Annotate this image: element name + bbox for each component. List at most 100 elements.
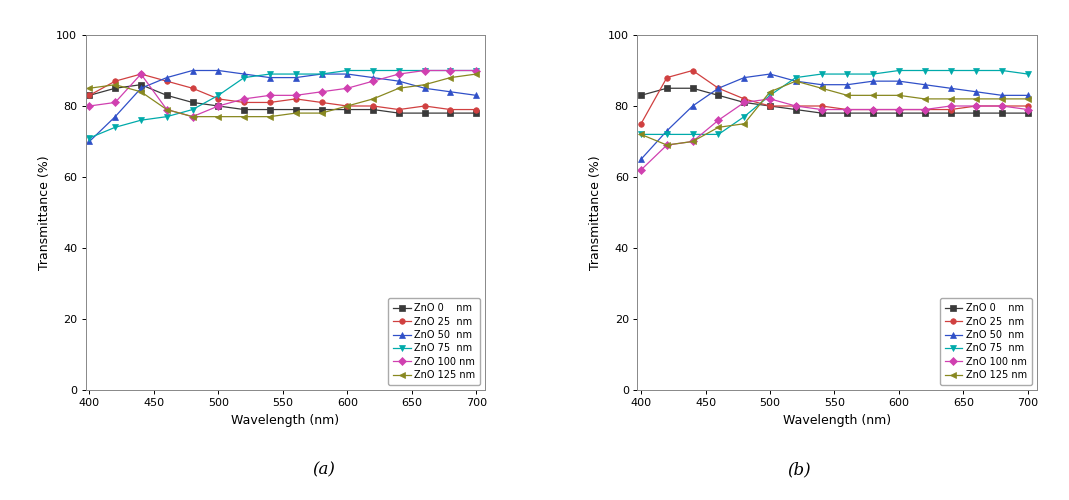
ZnO 50  nm	[686, 103, 699, 109]
ZnO 0    nm	[392, 110, 405, 116]
ZnO 25  nm	[1022, 103, 1035, 109]
ZnO 50  nm	[789, 78, 802, 84]
ZnO 75  nm	[160, 114, 173, 119]
ZnO 50  nm	[341, 71, 354, 77]
ZnO 0    nm	[444, 110, 456, 116]
ZnO 75  nm	[763, 92, 776, 98]
ZnO 50  nm	[83, 138, 96, 144]
ZnO 75  nm	[918, 68, 931, 73]
ZnO 100 nm	[970, 103, 982, 109]
ZnO 125 nm	[367, 96, 379, 102]
ZnO 25  nm	[83, 92, 96, 98]
ZnO 0    nm	[995, 110, 1008, 116]
ZnO 50  nm	[918, 82, 931, 87]
ZnO 75  nm	[444, 68, 456, 73]
ZnO 125 nm	[816, 85, 828, 91]
ZnO 100 nm	[290, 92, 303, 98]
ZnO 125 nm	[841, 92, 854, 98]
ZnO 0    nm	[135, 82, 148, 87]
ZnO 125 nm	[763, 89, 776, 95]
ZnO 125 nm	[712, 124, 725, 130]
ZnO 25  nm	[392, 106, 405, 112]
ZnO 25  nm	[970, 103, 982, 109]
Line: ZnO 50  nm: ZnO 50 nm	[638, 72, 1031, 162]
ZnO 75  nm	[789, 74, 802, 80]
ZnO 75  nm	[995, 68, 1008, 73]
ZnO 25  nm	[635, 120, 648, 126]
ZnO 125 nm	[789, 78, 802, 84]
ZnO 125 nm	[970, 96, 982, 102]
ZnO 75  nm	[661, 132, 673, 138]
Text: (a): (a)	[312, 462, 335, 478]
ZnO 125 nm	[470, 71, 483, 77]
ZnO 125 nm	[661, 142, 673, 148]
Line: ZnO 100 nm: ZnO 100 nm	[87, 68, 479, 120]
ZnO 25  nm	[995, 103, 1008, 109]
ZnO 75  nm	[109, 124, 122, 130]
ZnO 125 nm	[893, 92, 905, 98]
ZnO 50  nm	[186, 68, 199, 73]
ZnO 50  nm	[392, 78, 405, 84]
ZnO 25  nm	[444, 106, 456, 112]
ZnO 100 nm	[470, 68, 483, 73]
ZnO 100 nm	[237, 96, 250, 102]
ZnO 25  nm	[367, 103, 379, 109]
ZnO 125 nm	[1022, 96, 1035, 102]
ZnO 25  nm	[712, 85, 725, 91]
ZnO 100 nm	[186, 114, 199, 119]
ZnO 125 nm	[315, 110, 328, 116]
ZnO 50  nm	[135, 85, 148, 91]
ZnO 75  nm	[470, 68, 483, 73]
ZnO 0    nm	[315, 106, 328, 112]
ZnO 100 nm	[212, 103, 224, 109]
ZnO 75  nm	[712, 132, 725, 138]
ZnO 0    nm	[661, 85, 673, 91]
ZnO 25  nm	[160, 78, 173, 84]
Line: ZnO 25  nm: ZnO 25 nm	[87, 72, 479, 112]
ZnO 25  nm	[237, 100, 250, 105]
ZnO 50  nm	[867, 78, 880, 84]
ZnO 0    nm	[918, 110, 931, 116]
ZnO 125 nm	[290, 110, 303, 116]
ZnO 0    nm	[789, 106, 802, 112]
ZnO 50  nm	[712, 85, 725, 91]
ZnO 0    nm	[841, 110, 854, 116]
ZnO 75  nm	[1022, 71, 1035, 77]
ZnO 75  nm	[315, 71, 328, 77]
ZnO 75  nm	[186, 106, 199, 112]
ZnO 100 nm	[418, 68, 431, 73]
ZnO 100 nm	[763, 96, 776, 102]
ZnO 25  nm	[263, 100, 276, 105]
ZnO 25  nm	[418, 103, 431, 109]
ZnO 100 nm	[109, 100, 122, 105]
ZnO 125 nm	[109, 82, 122, 87]
Y-axis label: Transmittance (%): Transmittance (%)	[589, 155, 602, 270]
ZnO 100 nm	[1022, 106, 1035, 112]
ZnO 100 nm	[816, 106, 828, 112]
ZnO 50  nm	[290, 74, 303, 80]
ZnO 75  nm	[290, 71, 303, 77]
ZnO 50  nm	[995, 92, 1008, 98]
ZnO 0    nm	[341, 106, 354, 112]
ZnO 75  nm	[83, 135, 96, 141]
ZnO 75  nm	[970, 68, 982, 73]
ZnO 25  nm	[186, 85, 199, 91]
ZnO 125 nm	[135, 89, 148, 95]
Line: ZnO 0    nm: ZnO 0 nm	[87, 82, 479, 116]
ZnO 50  nm	[763, 71, 776, 77]
ZnO 25  nm	[135, 71, 148, 77]
ZnO 100 nm	[944, 103, 957, 109]
ZnO 125 nm	[944, 96, 957, 102]
ZnO 100 nm	[444, 68, 456, 73]
ZnO 25  nm	[212, 96, 224, 102]
ZnO 125 nm	[186, 114, 199, 119]
ZnO 50  nm	[1022, 92, 1035, 98]
ZnO 25  nm	[315, 100, 328, 105]
ZnO 75  nm	[944, 68, 957, 73]
Line: ZnO 75  nm: ZnO 75 nm	[87, 68, 479, 140]
ZnO 50  nm	[893, 78, 905, 84]
Y-axis label: Transmittance (%): Transmittance (%)	[37, 155, 50, 270]
ZnO 125 nm	[918, 96, 931, 102]
Line: ZnO 0    nm: ZnO 0 nm	[638, 86, 1031, 116]
ZnO 50  nm	[418, 85, 431, 91]
